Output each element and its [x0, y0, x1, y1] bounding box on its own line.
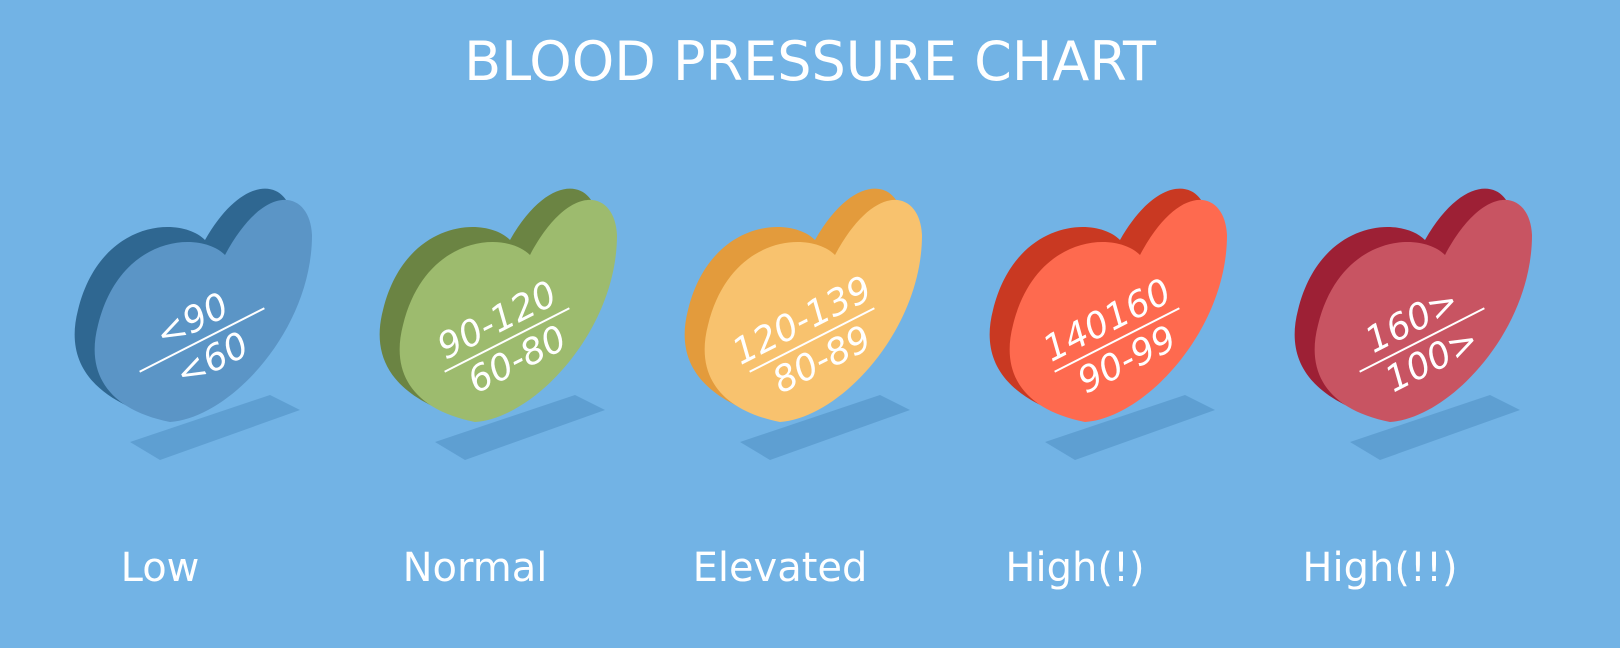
divider-line: [749, 307, 875, 373]
heart-high-1-graphic: 140160 90-99: [989, 188, 1227, 460]
heart-shadow: [1350, 395, 1520, 460]
heart-low-graphic: <90 <60: [74, 188, 312, 460]
heart-elevated-graphic: 120-139 80-89: [684, 188, 922, 460]
divider-line: [1054, 307, 1180, 373]
heart-shadow: [1045, 395, 1215, 460]
heart-shadow: [435, 395, 605, 460]
heart-card-normal: 90-120 60-80 Normal: [335, 160, 655, 591]
category-label: High(!!): [1302, 545, 1458, 591]
heart-card-low: <90 <60 Low: [30, 160, 350, 591]
chart-title: BLOOD PRESSURE CHART: [464, 30, 1156, 93]
divider-line: [444, 307, 570, 373]
heart-card-high-1: 140160 90-99 High(!): [945, 160, 1265, 591]
heart-high-2-graphic: 160> 100>: [1294, 188, 1532, 460]
category-label: High(!): [1005, 545, 1145, 591]
heart-shadow: [740, 395, 910, 460]
heart-normal-graphic: 90-120 60-80: [379, 188, 617, 460]
category-label: Elevated: [692, 545, 868, 591]
heart-card-high-2: 160> 100> High(!!): [1250, 160, 1570, 591]
heart-shadow: [130, 395, 300, 460]
category-label: Normal: [402, 545, 548, 591]
divider-line: [139, 307, 265, 373]
category-label: Low: [120, 545, 200, 591]
heart-card-elevated: 120-139 80-89 Elevated: [640, 160, 960, 591]
divider-line: [1359, 307, 1485, 373]
